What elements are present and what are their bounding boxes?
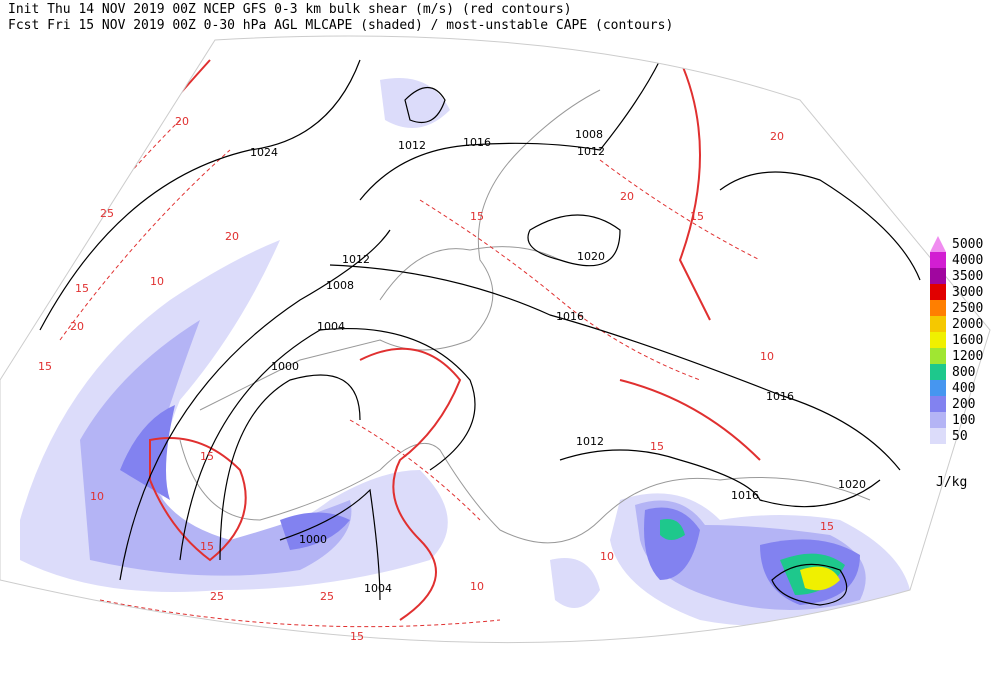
isobar-label: 1000 xyxy=(299,533,327,546)
isobar-label: 1000 xyxy=(271,360,299,373)
legend-swatch xyxy=(930,332,946,348)
legend-label: 2000 xyxy=(952,317,983,332)
legend-swatch xyxy=(930,380,946,396)
legend-label: 4000 xyxy=(952,253,983,268)
legend-label: 3000 xyxy=(952,285,983,300)
legend-label: 2500 xyxy=(952,301,983,316)
shear-label: 10 xyxy=(90,490,104,503)
header-line2: Fcst Fri 15 NOV 2019 00Z 0-30 hPa AGL ML… xyxy=(8,18,673,33)
shear-label: 15 xyxy=(650,440,664,453)
shear-label: 15 xyxy=(200,540,214,553)
legend-label: 400 xyxy=(952,381,975,396)
legend-swatch xyxy=(930,364,946,380)
legend-label: 100 xyxy=(952,413,975,428)
legend-label: 1200 xyxy=(952,349,983,364)
legend-swatch xyxy=(930,284,946,300)
isobar-label: 1012 xyxy=(398,139,426,152)
isobar-label: 1016 xyxy=(731,489,759,502)
legend-swatch xyxy=(930,316,946,332)
shear-label: 15 xyxy=(470,210,484,223)
shear-label: 20 xyxy=(620,190,634,203)
isobar-label: 1012 xyxy=(577,145,605,158)
legend-swatch xyxy=(930,348,946,364)
isobar-label: 1004 xyxy=(317,320,345,333)
domain-border xyxy=(0,35,991,644)
legend-swatch xyxy=(930,412,946,428)
shear-label: 20 xyxy=(770,130,784,143)
shear-label: 15 xyxy=(690,210,704,223)
cape-shading xyxy=(800,566,840,591)
legend-swatch xyxy=(930,300,946,316)
isobar-label: 1020 xyxy=(838,478,866,491)
legend-swatch xyxy=(930,396,946,412)
isobar-label: 1016 xyxy=(463,136,491,149)
isobar-label: 1008 xyxy=(326,279,354,292)
isobar-label: 1016 xyxy=(766,390,794,403)
shear-label: 20 xyxy=(225,230,239,243)
map-area xyxy=(20,59,921,628)
legend-label: 800 xyxy=(952,365,975,380)
legend-label: 1600 xyxy=(952,333,983,348)
shear-label: 25 xyxy=(210,590,224,603)
shear-label: 20 xyxy=(70,320,84,333)
shear-label: 15 xyxy=(38,360,52,373)
shear-label: 10 xyxy=(150,275,164,288)
legend-unit: J/kg xyxy=(936,475,967,490)
shear-label: 20 xyxy=(175,115,189,128)
isobar-label: 1004 xyxy=(364,582,392,595)
legend-label: 3500 xyxy=(952,269,983,284)
legend-swatch xyxy=(930,268,946,284)
legend-label: 50 xyxy=(952,429,968,444)
isobar-label: 1012 xyxy=(342,253,370,266)
isobar-label: 1020 xyxy=(577,250,605,263)
shear-label: 10 xyxy=(600,550,614,563)
isobar-label: 1024 xyxy=(250,146,278,159)
legend-label: 5000 xyxy=(952,237,983,252)
shear-label: 15 xyxy=(820,520,834,533)
isobar-label: 1012 xyxy=(576,435,604,448)
legend-swatch xyxy=(930,428,946,444)
shear-label: 25 xyxy=(320,590,334,603)
shear-label: 15 xyxy=(200,450,214,463)
legend-swatch xyxy=(930,252,946,268)
shear-label: 15 xyxy=(75,282,89,295)
coastlines xyxy=(179,89,871,544)
shear-label: 10 xyxy=(760,350,774,363)
legend-swatch xyxy=(930,236,946,252)
shear-label: 25 xyxy=(100,207,114,220)
isobars xyxy=(39,59,921,606)
isobar-label: 1016 xyxy=(556,310,584,323)
isobar-label: 1008 xyxy=(575,128,603,141)
shear-label: 10 xyxy=(470,580,484,593)
legend-label: 200 xyxy=(952,397,975,412)
shear-label: 15 xyxy=(350,630,364,643)
header-line1: Init Thu 14 NOV 2019 00Z NCEP GFS 0-3 km… xyxy=(8,2,572,17)
cape-shading xyxy=(120,405,860,605)
